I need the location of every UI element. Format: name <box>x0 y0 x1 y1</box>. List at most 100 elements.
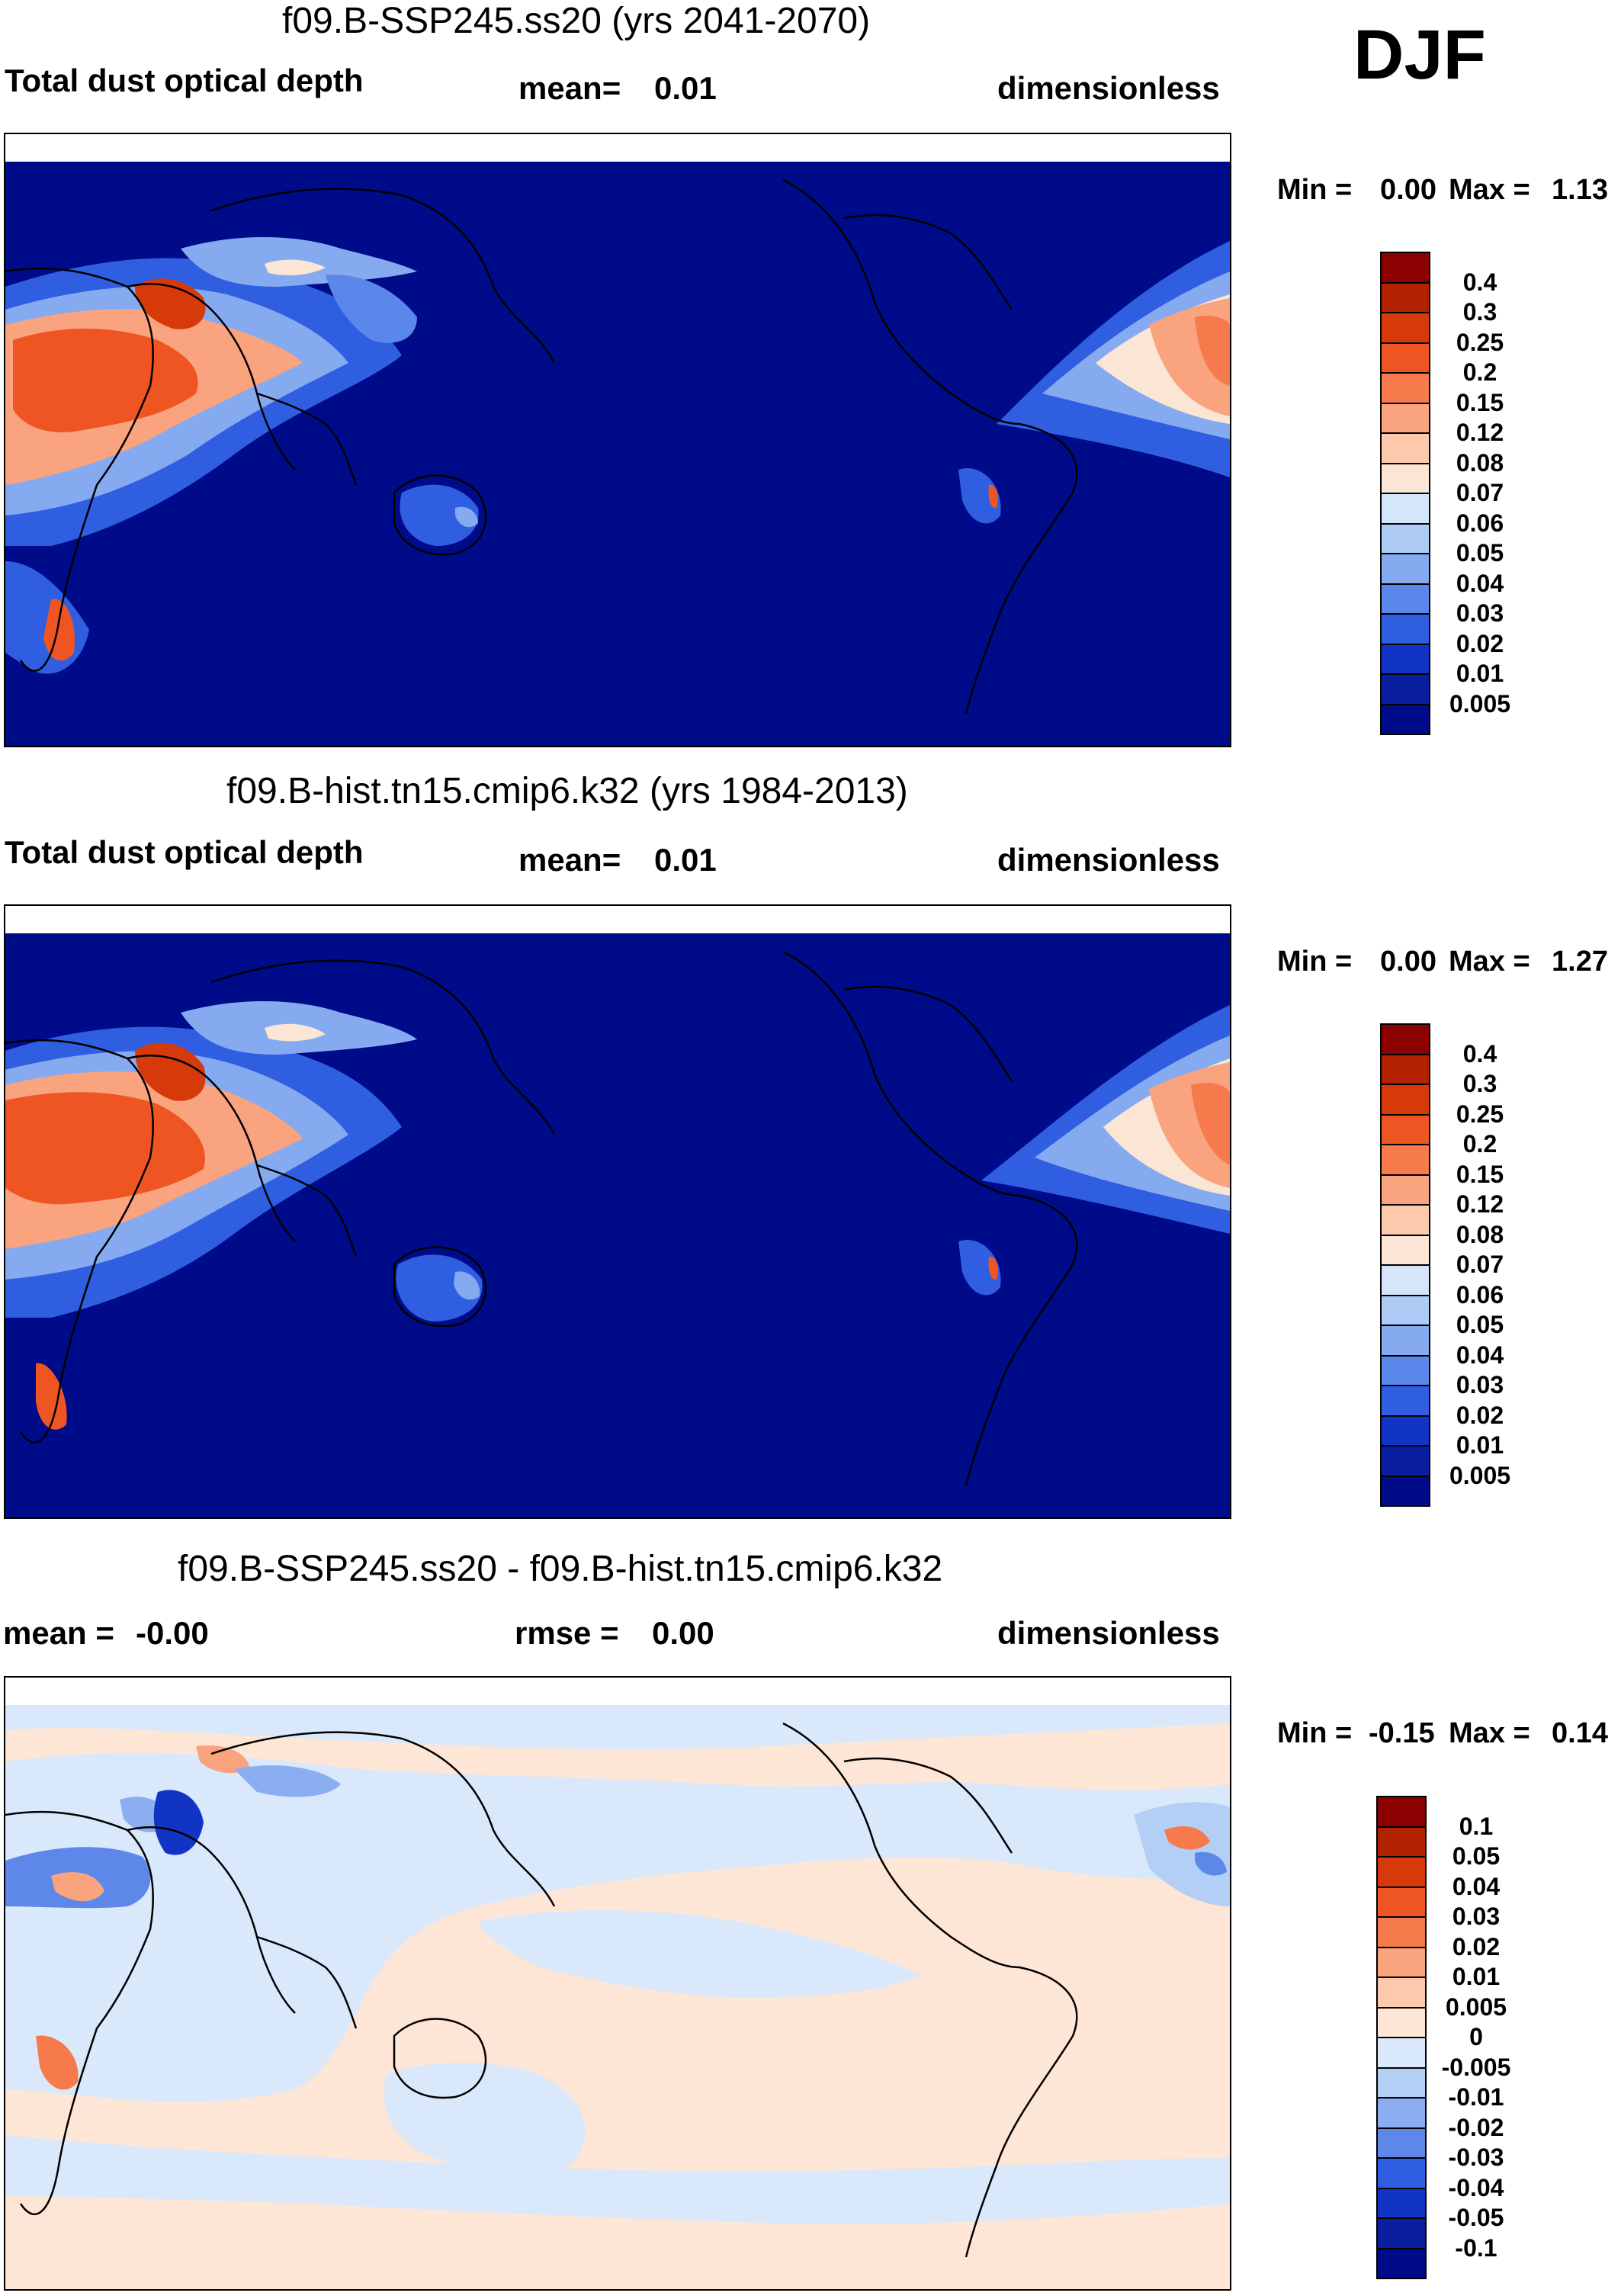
colorbar-label: 0.06 <box>1456 509 1504 537</box>
colorbar-label: 0.07 <box>1456 1251 1504 1278</box>
panel3-mean-value: -0.00 <box>136 1615 209 1651</box>
colorbar-box <box>1380 342 1430 374</box>
colorbar-label: -0.1 <box>1455 2233 1497 2262</box>
colorbar-box <box>1376 2006 1427 2038</box>
colorbar-box <box>1380 1294 1430 1326</box>
colorbar-label: 0.005 <box>1449 689 1511 718</box>
colorbar-label: 0.07 <box>1456 479 1504 506</box>
panel3-rmse-label: rmse = <box>515 1615 619 1651</box>
colorbar-label: 0.05 <box>1452 1842 1501 1870</box>
colorbar-label: 0.03 <box>1452 1903 1501 1930</box>
colorbar-box <box>1380 252 1430 284</box>
colorbar-box <box>1380 703 1430 735</box>
colorbar-label: 0.4 <box>1462 1039 1497 1068</box>
panel2-mean-label: mean= <box>518 842 621 878</box>
colorbar-box <box>1376 2187 1427 2219</box>
panel1-dust-australia <box>400 484 479 546</box>
panel3-negative-regions <box>5 1705 1230 2224</box>
panel2-dust-australia <box>396 1254 483 1321</box>
colorbar-box <box>1380 1053 1430 1085</box>
colorbar-label: 0.3 <box>1462 1070 1497 1097</box>
colorbar-box <box>1380 1415 1430 1447</box>
colorbar-box <box>1376 2066 1427 2099</box>
panel2-map-svg <box>5 906 1230 1517</box>
colorbar-box <box>1376 1796 1427 1828</box>
colorbar-box <box>1376 1886 1427 1918</box>
colorbar-label: 0.05 <box>1456 539 1504 567</box>
panel1-min-value: 0.00 <box>1380 174 1436 206</box>
panel1-dust-atlantic <box>997 241 1230 477</box>
colorbar-box <box>1380 1023 1430 1055</box>
panel3-min-value: -0.15 <box>1369 1717 1435 1749</box>
panel1-max-value: 1.13 <box>1552 174 1608 206</box>
colorbar-label: 0 <box>1469 2023 1483 2050</box>
colorbar-box <box>1380 1084 1430 1116</box>
colorbar-box <box>1376 1946 1427 1978</box>
colorbar-box <box>1380 462 1430 494</box>
colorbar-label: 0.04 <box>1452 1872 1501 1900</box>
panel3-map-missing-band <box>5 1678 1230 1705</box>
colorbar-label: 0.3 <box>1462 298 1497 326</box>
colorbar-box <box>1380 432 1430 464</box>
panel3-africa-features <box>5 1745 341 2090</box>
panel2-min-label: Min = <box>1277 946 1353 978</box>
colorbar-box <box>1380 583 1430 615</box>
colorbar-box <box>1380 1264 1430 1296</box>
colorbar-box <box>1380 1354 1430 1386</box>
colorbar-label: 0.08 <box>1456 1220 1504 1248</box>
colorbar-label: 0.03 <box>1456 1371 1504 1398</box>
panel2-units: dimensionless <box>997 842 1220 878</box>
colorbar-label: 0.12 <box>1456 419 1504 446</box>
colorbar-box <box>1380 1475 1430 1507</box>
panel2-dust-atlantic <box>981 1005 1230 1234</box>
panel3-map <box>4 1676 1231 2291</box>
colorbar-box <box>1380 1325 1430 1357</box>
colorbar-label: 0.2 <box>1462 1130 1497 1158</box>
colorbar-box <box>1380 1385 1430 1417</box>
colorbar-box <box>1376 2097 1427 2129</box>
panel1-map-missing-band <box>5 134 1230 162</box>
colorbar-box <box>1380 493 1430 525</box>
colorbar-box <box>1376 2217 1427 2249</box>
panel2-max-value: 1.27 <box>1552 946 1608 978</box>
colorbar-box <box>1380 372 1430 404</box>
colorbar-label: -0.005 <box>1441 2053 1511 2081</box>
panel1-mean-value: 0.01 <box>654 70 717 106</box>
colorbar-box <box>1380 402 1430 434</box>
panel1-variable-label: Total dust optical depth <box>5 63 364 98</box>
panel3-mean-label: mean = <box>3 1615 114 1651</box>
panel1-map-svg <box>5 134 1230 746</box>
panel3-colorbar: 0.1 0.05 0.04 0.03 0.02 0.01 0.005 0 -0.005 -0.01… <box>1376 1796 1574 2284</box>
colorbar-label: 0.005 <box>1445 1993 1507 2021</box>
colorbar-label: 0.005 <box>1449 1461 1511 1489</box>
panel2-coastlines <box>5 950 1078 1486</box>
panel3-max-value: 0.14 <box>1552 1717 1608 1749</box>
colorbar-box <box>1376 2037 1427 2069</box>
panel3-map-svg <box>5 1678 1230 2289</box>
panel1-colorbar: 0.4 0.3 0.25 0.2 0.15 0.12 0.08 0.07 0.06 0.05 0.0… <box>1380 252 1571 740</box>
panel2-max-label: Max = <box>1449 946 1530 978</box>
panel3-units: dimensionless <box>997 1615 1220 1651</box>
panel1-map <box>4 133 1231 747</box>
colorbar-box <box>1376 1916 1427 1948</box>
panel3-max-label: Max = <box>1449 1717 1530 1749</box>
panel2-title: f09.B-hist.tn15.cmip6.k32 (yrs 1984-2013… <box>226 771 908 811</box>
colorbar-label: 0.25 <box>1456 328 1504 356</box>
colorbar-box <box>1376 1856 1427 1888</box>
panel1-units: dimensionless <box>997 70 1220 106</box>
colorbar-label: 0.4 <box>1462 268 1497 296</box>
colorbar-label: 0.25 <box>1456 1100 1504 1128</box>
colorbar-label: 0.1 <box>1459 1812 1494 1840</box>
colorbar-label: -0.04 <box>1448 2173 1504 2201</box>
colorbar-label: 0.05 <box>1456 1311 1504 1338</box>
colorbar-box <box>1376 2247 1427 2279</box>
panel1-min-label: Min = <box>1277 174 1353 206</box>
colorbar-label: 0.02 <box>1456 1401 1504 1429</box>
panel3-coastlines <box>5 1722 1078 2258</box>
panel1-max-label: Max = <box>1449 174 1530 206</box>
panel2-mean-value: 0.01 <box>654 842 717 878</box>
panel2-map-missing-band <box>5 906 1230 933</box>
colorbar-label: 0.02 <box>1452 1932 1501 1960</box>
colorbar-box <box>1380 1144 1430 1176</box>
panel3-title: f09.B-SSP245.ss20 - f09.B-hist.tn15.cmip… <box>178 1549 943 1589</box>
